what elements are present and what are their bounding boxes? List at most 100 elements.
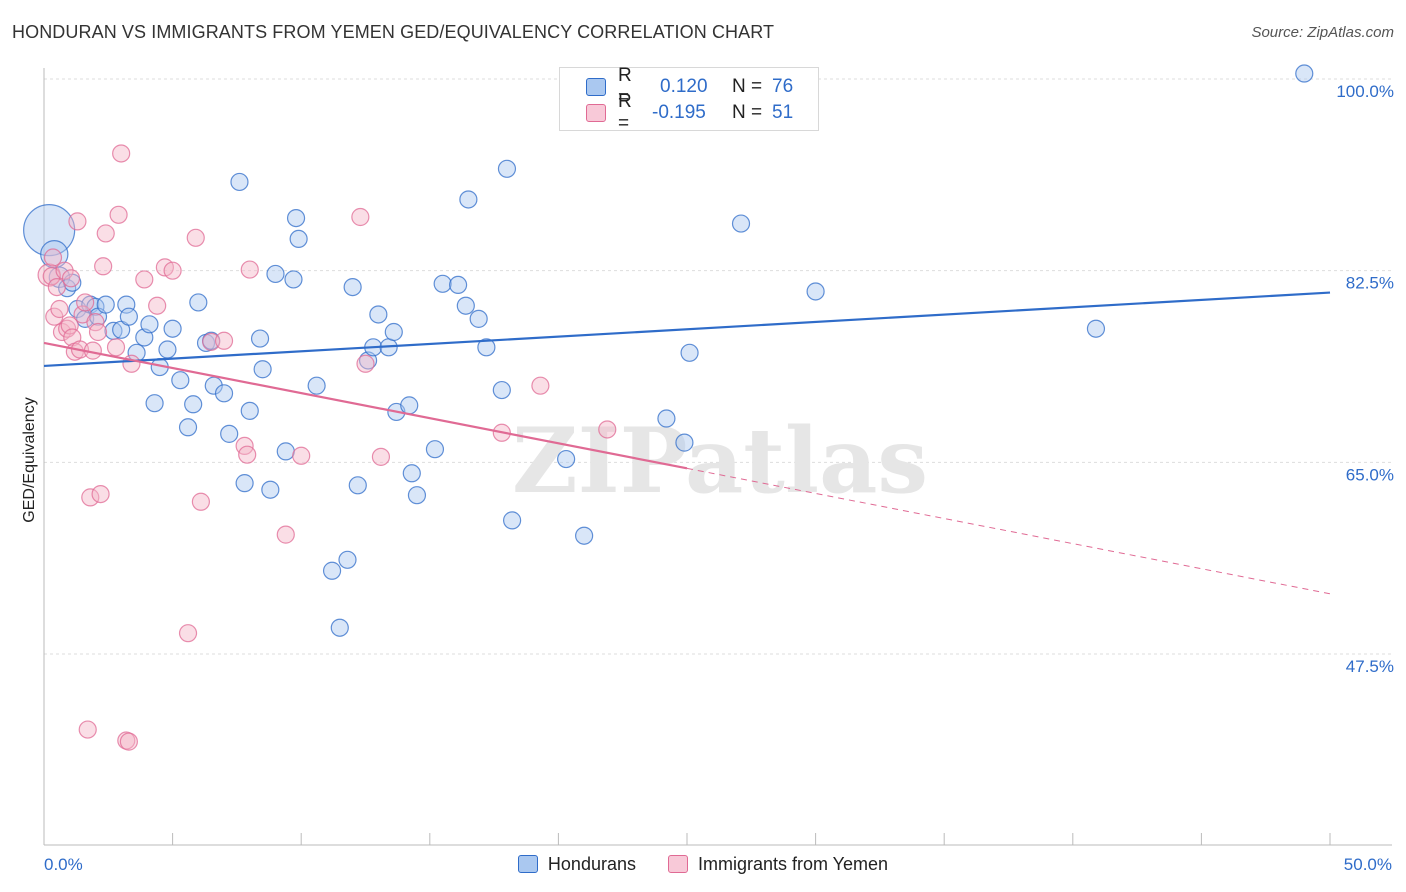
stats-row-hondurans: R = 0.120 N = 76 — [586, 65, 794, 108]
legend-item-yemen[interactable]: Immigrants from Yemen — [667, 854, 888, 875]
yemen-point — [106, 338, 126, 357]
honduran-point — [456, 296, 475, 315]
yemen-point — [68, 212, 87, 231]
yemen-point — [178, 624, 198, 643]
legend-item-hondurans[interactable]: Hondurans — [517, 853, 636, 875]
y-axis-label: GED/Equivalency — [21, 397, 38, 523]
r-label: R = — [618, 91, 632, 134]
yemen-point — [351, 207, 370, 227]
yemen-swatch — [586, 104, 606, 122]
yemen-point — [91, 484, 110, 504]
yemen-point — [61, 269, 81, 288]
honduran-point — [492, 380, 511, 400]
yemen-point — [186, 228, 205, 247]
honduran-point — [384, 322, 403, 342]
yemen-point — [276, 525, 295, 544]
watermark: ZIPatlas — [512, 408, 928, 514]
honduran-point — [163, 319, 182, 338]
legend-label: Hondurans — [547, 853, 636, 874]
honduran-point — [261, 480, 280, 499]
honduran-point — [675, 433, 694, 452]
honduran-point — [348, 476, 367, 495]
honduran-point — [307, 376, 326, 395]
honduran-point — [322, 561, 342, 580]
honduran-point — [250, 329, 270, 348]
stats-legend: R = 0.120 N = 76 R = -0.195 N = 51 — [559, 65, 819, 134]
yemen-point — [135, 270, 154, 289]
y-tick-label: 82.5% — [1346, 274, 1394, 293]
yemen-point — [109, 205, 128, 224]
honduran-point — [557, 449, 576, 469]
y-tick-label: 100.0% — [1336, 82, 1394, 101]
yemen-point — [81, 488, 100, 507]
honduran-point — [497, 159, 517, 178]
honduran-point — [806, 282, 825, 301]
honduran-point — [330, 618, 349, 637]
n-value: 76 — [772, 76, 794, 97]
yemen-point — [238, 445, 257, 464]
yemen-point — [191, 492, 210, 511]
honduran-point — [220, 424, 239, 443]
honduran-point — [425, 440, 445, 459]
n-label: N = — [732, 102, 763, 123]
y-tick-label: 47.5% — [1346, 657, 1394, 676]
yemen-point — [356, 354, 375, 373]
x-tick-label: 0.0% — [44, 855, 83, 874]
series-legend: Hondurans Immigrants from Yemen — [0, 852, 1406, 876]
honduran-point — [276, 442, 295, 461]
yemen-point — [76, 293, 95, 312]
yemen-point — [531, 376, 550, 395]
yemen-point — [163, 261, 182, 280]
x-tick-label: 50.0% — [1344, 855, 1392, 874]
honduran-point — [96, 295, 115, 314]
r-value: -0.195 — [652, 102, 706, 123]
honduran-point — [477, 338, 496, 357]
stats-row-yemen: R = -0.195 N = 51 — [586, 91, 793, 134]
honduran-point — [459, 190, 478, 209]
honduran-point — [145, 394, 164, 413]
yemen-point — [292, 446, 311, 465]
yemen-point — [371, 447, 391, 466]
honduran-point — [289, 229, 308, 249]
honduran-point — [266, 264, 285, 284]
honduran-point — [469, 309, 488, 328]
yemen-point — [598, 420, 617, 439]
honduran-point — [433, 274, 452, 293]
chart-title: HONDURAN VS IMMIGRANTS FROM YEMEN GED/EQ… — [12, 22, 775, 42]
r-value: 0.120 — [660, 76, 708, 97]
honduran-point — [286, 208, 306, 228]
honduran-point — [1295, 64, 1314, 83]
honduran-point — [400, 396, 419, 415]
honduran-point — [657, 409, 676, 428]
hondurans-swatch — [517, 855, 538, 873]
honduran-point — [680, 343, 699, 362]
yemen-swatch — [667, 855, 688, 873]
honduran-point — [178, 418, 198, 437]
honduran-point — [189, 293, 208, 312]
honduran-point — [338, 550, 357, 569]
yemen-point — [47, 277, 66, 297]
honduran-point — [407, 486, 427, 505]
yemen-point — [214, 331, 234, 350]
honduran-point — [503, 511, 522, 530]
source-label: Source: ZipAtlas.com — [1251, 24, 1394, 41]
yemen-point — [94, 257, 113, 276]
n-label: N = — [732, 76, 763, 97]
yemen-point — [88, 322, 108, 342]
yemen-point — [96, 224, 115, 243]
yemen-point — [240, 260, 259, 279]
honduran-point — [253, 360, 272, 379]
yemen-trend-line — [43, 341, 688, 470]
yemen-point — [202, 332, 221, 351]
honduran-point — [575, 526, 594, 545]
honduran-point — [402, 464, 421, 483]
honduran-point — [235, 474, 254, 493]
honduran-point — [119, 307, 138, 326]
hondurans-swatch — [586, 78, 606, 96]
honduran-point — [240, 401, 259, 420]
yemen-point — [78, 720, 97, 739]
hondurans-trend-line — [43, 291, 1331, 368]
honduran-point — [343, 277, 362, 297]
yemen-point — [58, 319, 77, 338]
